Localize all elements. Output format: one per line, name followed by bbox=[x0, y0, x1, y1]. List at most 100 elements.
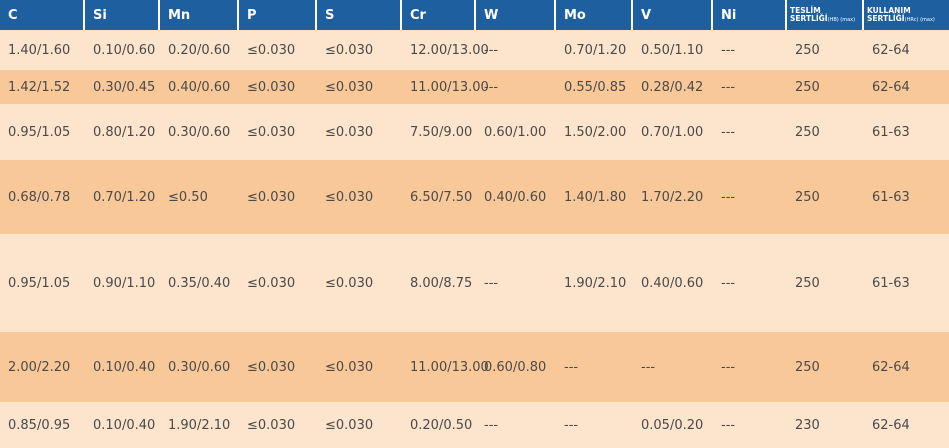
cell-s: ≤0.030 bbox=[325, 42, 374, 58]
cell-p: ≤0.030 bbox=[247, 189, 296, 205]
cell-mn: ≤0.50 bbox=[168, 189, 208, 205]
cell-cr: 0.20/0.50 bbox=[410, 417, 473, 433]
header-label: W bbox=[484, 7, 499, 23]
cell-c: 1.40/1.60 bbox=[8, 42, 71, 58]
table-row: 0.95/1.05 0.80/1.20 0.30/0.60 ≤0.030 ≤0.… bbox=[0, 104, 949, 160]
cell-s: ≤0.030 bbox=[325, 417, 374, 433]
header-si: Si bbox=[85, 0, 160, 30]
cell-mo: --- bbox=[564, 359, 579, 375]
cell-mo: 0.70/1.20 bbox=[564, 42, 627, 58]
header-label: V bbox=[641, 7, 652, 23]
cell-usage-hardness: 61-63 bbox=[872, 124, 910, 140]
header-line2-wrap: SERTLİĞİ(HRc) (max) bbox=[867, 14, 935, 24]
cell-p: ≤0.030 bbox=[247, 275, 296, 291]
cell-cr: 6.50/7.50 bbox=[410, 189, 473, 205]
header-label: Mo bbox=[564, 7, 586, 23]
header-line1: TESLİM bbox=[790, 5, 821, 15]
cell-mn: 1.90/2.10 bbox=[168, 417, 231, 433]
cell-ni: --- bbox=[721, 79, 736, 95]
table-row: 1.40/1.60 0.10/0.60 0.20/0.60 ≤0.030 ≤0.… bbox=[0, 30, 949, 70]
cell-c: 0.68/0.78 bbox=[8, 189, 71, 205]
cell-p: ≤0.030 bbox=[247, 359, 296, 375]
cell-delivery-hardness: 250 bbox=[795, 275, 820, 291]
cell-cr: 12.00/13.00 bbox=[410, 42, 489, 58]
cell-s: ≤0.030 bbox=[325, 359, 374, 375]
cell-si: 0.90/1.10 bbox=[93, 275, 156, 291]
cell-c: 0.85/0.95 bbox=[8, 417, 71, 433]
cell-s: ≤0.030 bbox=[325, 189, 374, 205]
header-mn: Mn bbox=[160, 0, 239, 30]
header-unit: (HRc) (max) bbox=[904, 16, 935, 23]
cell-v: --- bbox=[641, 359, 656, 375]
cell-usage-hardness: 62-64 bbox=[872, 417, 910, 433]
cell-mn: 0.40/0.60 bbox=[168, 79, 231, 95]
cell-w: --- bbox=[484, 417, 499, 433]
cell-p: ≤0.030 bbox=[247, 124, 296, 140]
cell-delivery-hardness: 250 bbox=[795, 42, 820, 58]
table-row: 2.00/2.20 0.10/0.40 0.30/0.60 ≤0.030 ≤0.… bbox=[0, 332, 949, 402]
cell-mn: 0.35/0.40 bbox=[168, 275, 231, 291]
cell-c: 2.00/2.20 bbox=[8, 359, 71, 375]
cell-cr: 8.00/8.75 bbox=[410, 275, 473, 291]
cell-v: 0.05/0.20 bbox=[641, 417, 704, 433]
cell-ni: --- bbox=[721, 189, 736, 205]
cell-s: ≤0.030 bbox=[325, 124, 374, 140]
header-label: Si bbox=[93, 7, 107, 23]
cell-si: 0.10/0.60 bbox=[93, 42, 156, 58]
table-row: 0.68/0.78 0.70/1.20 ≤0.50 ≤0.030 ≤0.030 … bbox=[0, 160, 949, 234]
cell-p: ≤0.030 bbox=[247, 417, 296, 433]
cell-w: --- bbox=[484, 275, 499, 291]
cell-mo: 1.50/2.00 bbox=[564, 124, 627, 140]
cell-ni: --- bbox=[721, 275, 736, 291]
cell-usage-hardness: 61-63 bbox=[872, 275, 910, 291]
cell-p: ≤0.030 bbox=[247, 42, 296, 58]
cell-si: 0.80/1.20 bbox=[93, 124, 156, 140]
cell-si: 0.70/1.20 bbox=[93, 189, 156, 205]
header-label: Mn bbox=[168, 7, 191, 23]
header-label: Cr bbox=[410, 7, 426, 23]
cell-si: 0.10/0.40 bbox=[93, 417, 156, 433]
header-s: S bbox=[317, 0, 402, 30]
header-mo: Mo bbox=[556, 0, 633, 30]
cell-usage-hardness: 62-64 bbox=[872, 359, 910, 375]
cell-usage-hardness: 61-63 bbox=[872, 189, 910, 205]
cell-delivery-hardness: 250 bbox=[795, 79, 820, 95]
header-label: C bbox=[8, 7, 18, 23]
table-header-row: C Si Mn P S Cr W Mo V Ni TESLİM SERTLİĞİ… bbox=[0, 0, 949, 30]
header-delivery-hardness: TESLİM SERTLİĞİ(HB) (max) bbox=[787, 0, 864, 30]
header-v: V bbox=[633, 0, 713, 30]
cell-cr: 11.00/13.00 bbox=[410, 359, 489, 375]
cell-v: 0.70/1.00 bbox=[641, 124, 704, 140]
cell-ni: --- bbox=[721, 42, 736, 58]
cell-mo: 0.55/0.85 bbox=[564, 79, 627, 95]
cell-w: --- bbox=[484, 79, 499, 95]
cell-s: ≤0.030 bbox=[325, 79, 374, 95]
cell-mn: 0.30/0.60 bbox=[168, 124, 231, 140]
cell-si: 0.10/0.40 bbox=[93, 359, 156, 375]
cell-mn: 0.30/0.60 bbox=[168, 359, 231, 375]
cell-w: 0.40/0.60 bbox=[484, 189, 547, 205]
cell-cr: 7.50/9.00 bbox=[410, 124, 473, 140]
header-line1: KULLANIM bbox=[867, 5, 911, 15]
header-label: Ni bbox=[721, 7, 737, 23]
header-label: P bbox=[247, 7, 257, 23]
header-unit: (HB) (max) bbox=[827, 16, 856, 23]
cell-delivery-hardness: 250 bbox=[795, 189, 820, 205]
cell-cr: 11.00/13.00 bbox=[410, 79, 489, 95]
cell-usage-hardness: 62-64 bbox=[872, 42, 910, 58]
cell-c: 0.95/1.05 bbox=[8, 275, 71, 291]
header-ni: Ni bbox=[713, 0, 787, 30]
cell-ni: --- bbox=[721, 359, 736, 375]
cell-ni: --- bbox=[721, 124, 736, 140]
cell-v: 0.50/1.10 bbox=[641, 42, 704, 58]
cell-w: --- bbox=[484, 42, 499, 58]
header-line2-wrap: SERTLİĞİ(HB) (max) bbox=[790, 13, 856, 24]
header-usage-hardness: KULLANIM SERTLİĞİ(HRc) (max) bbox=[864, 0, 949, 30]
cell-delivery-hardness: 250 bbox=[795, 124, 820, 140]
cell-usage-hardness: 62-64 bbox=[872, 79, 910, 95]
table-row: 0.85/0.95 0.10/0.40 1.90/2.10 ≤0.030 ≤0.… bbox=[0, 402, 949, 448]
cell-c: 1.42/1.52 bbox=[8, 79, 71, 95]
cell-s: ≤0.030 bbox=[325, 275, 374, 291]
header-line2: SERTLİĞİ bbox=[790, 13, 828, 23]
